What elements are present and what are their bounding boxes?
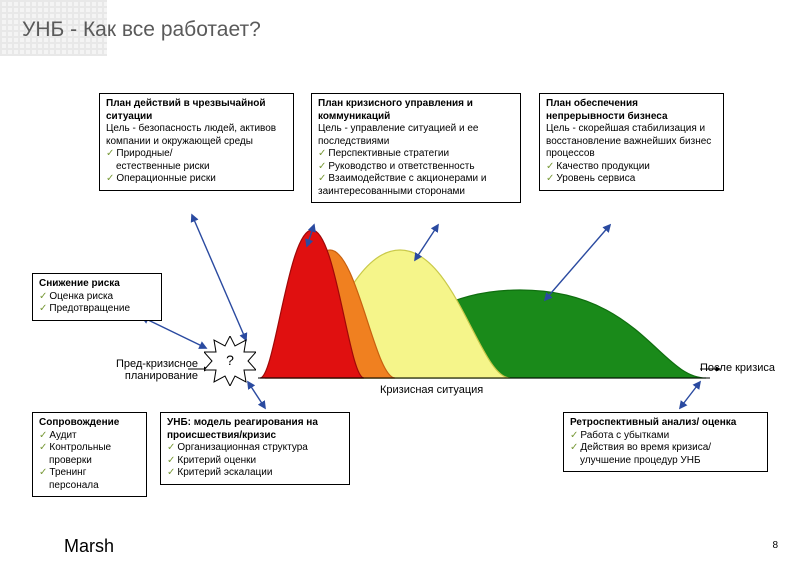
- box-title: План кризисного управления и коммуникаци…: [318, 98, 473, 122]
- list-item: Критерий эскалации: [167, 467, 343, 480]
- question-mark: ?: [226, 352, 234, 368]
- list-item: Контрольные: [39, 442, 140, 455]
- box-title: План действий в чрезвычайной ситуации: [106, 98, 266, 122]
- page-title: УНБ - Как все работает?: [22, 18, 261, 42]
- box-title: Ретроспективный анализ/ оценка: [570, 417, 736, 428]
- box-crisis-mgmt: План кризисного управления и коммуникаци…: [311, 93, 521, 203]
- list-item: Руководство и ответственность: [318, 161, 514, 174]
- brand-logo-text: Marsh: [64, 536, 114, 557]
- list-item: улучшение процедур УНБ: [570, 455, 761, 468]
- box-goal: Цель - безопасность людей, активов компа…: [106, 123, 276, 147]
- box-continuity: План обеспечения непрерывности бизнеса Ц…: [539, 93, 724, 191]
- box-title: Снижение риска: [39, 278, 120, 289]
- box-title: Сопровождение: [39, 417, 119, 428]
- list-item: Взаимодействие с акционерами и заинтерес…: [318, 173, 514, 198]
- list-item: Аудит: [39, 430, 140, 443]
- box-list: АудитКонтрольныепроверкиТренингперсонала: [39, 430, 140, 493]
- list-item: Действия во время кризиса/: [570, 442, 761, 455]
- list-item: Оценка риска: [39, 291, 155, 304]
- starburst-question: ?: [204, 336, 256, 386]
- box-list: Природные/естественные рискиОперационные…: [106, 148, 287, 186]
- box-retrospective: Ретроспективный анализ/ оценка Работа с …: [563, 412, 768, 472]
- list-item: Работа с убытками: [570, 430, 761, 443]
- box-goal: Цель - управление ситуацией и ее последс…: [318, 123, 478, 147]
- box-title: План обеспечения непрерывности бизнеса: [546, 98, 668, 122]
- label-post-crisis: После кризиса: [700, 362, 775, 374]
- list-item: Качество продукции: [546, 161, 717, 174]
- box-goal: Цель - скорейшая стабилизация и восстано…: [546, 123, 711, 159]
- box-support: Сопровождение АудитКонтрольныепроверкиТр…: [32, 412, 147, 497]
- box-list: Работа с убыткамиДействия во время кризи…: [570, 430, 761, 468]
- box-list: Организационная структураКритерий оценки…: [167, 442, 343, 480]
- list-item: Уровень сервиса: [546, 173, 717, 186]
- list-item: Критерий оценки: [167, 455, 343, 468]
- list-item: Тренинг: [39, 467, 140, 480]
- page-number: 8: [772, 540, 778, 551]
- box-unb-model: УНБ: модель реагирования на происшествия…: [160, 412, 350, 485]
- list-item: Операционные риски: [106, 173, 287, 186]
- list-item: Предотвращение: [39, 303, 155, 316]
- box-risk-reduction: Снижение риска Оценка рискаПредотвращени…: [32, 273, 162, 321]
- box-list: Качество продукцииУровень сервиса: [546, 161, 717, 186]
- list-item: Организационная структура: [167, 442, 343, 455]
- label-crisis: Кризисная ситуация: [380, 384, 483, 396]
- box-list: Оценка рискаПредотвращение: [39, 291, 155, 316]
- list-item: естественные риски: [106, 161, 287, 174]
- box-list: Перспективные стратегииРуководство и отв…: [318, 148, 514, 198]
- list-item: Природные/: [106, 148, 287, 161]
- label-pre-crisis: Пред-кризисное планирование: [108, 358, 198, 382]
- list-item: проверки: [39, 455, 140, 468]
- box-emergency-plan: План действий в чрезвычайной ситуации Це…: [99, 93, 294, 191]
- list-item: персонала: [39, 480, 140, 493]
- box-title: УНБ: модель реагирования на происшествия…: [167, 417, 318, 441]
- list-item: Перспективные стратегии: [318, 148, 514, 161]
